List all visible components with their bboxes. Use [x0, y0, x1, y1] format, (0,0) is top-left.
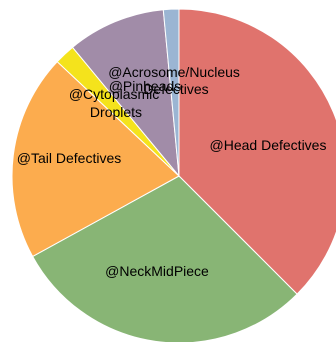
- pie-slice-2: [11, 60, 180, 258]
- label-tail-defectives: @Tail Defectives: [17, 150, 121, 166]
- label-head-defectives: @Head Defectives: [210, 137, 327, 153]
- label-acrosome-nucleus-defectives: @Acrosome/Nucleus Defectives: [108, 64, 244, 97]
- pie-labels: @Head Defectives @NeckMidPiece @Tail Def…: [17, 64, 327, 279]
- label-pinheads: @Pinheads: [109, 78, 182, 94]
- pie-slice-0: [178, 8, 336, 295]
- label-cytoplasmic-droplets: @Cytoplasmic Droplets: [69, 86, 163, 120]
- pie-slice-1: [31, 175, 298, 342]
- pie-slice-4: [71, 9, 180, 178]
- pie-slice-5: [162, 8, 180, 177]
- pie-slices: [11, 8, 336, 342]
- label-neck-mid-piece: @NeckMidPiece: [105, 263, 209, 279]
